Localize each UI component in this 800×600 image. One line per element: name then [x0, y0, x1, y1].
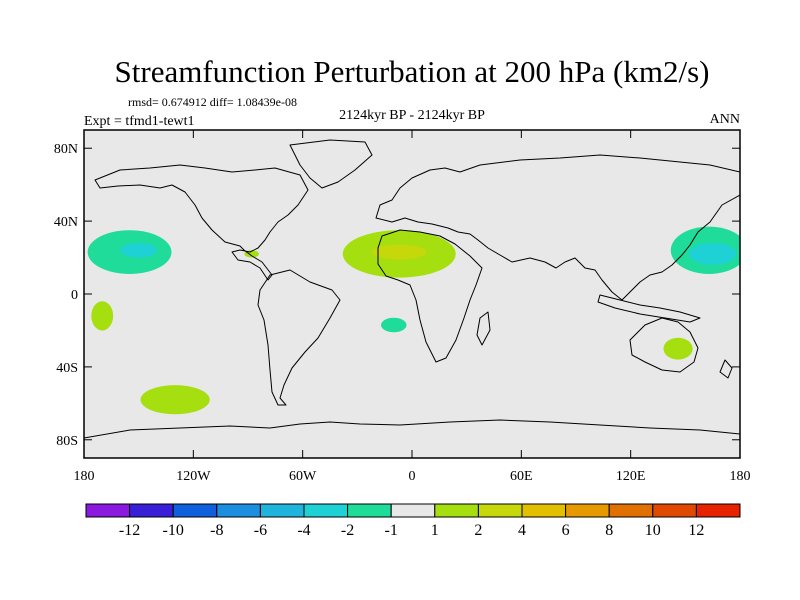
- coast-new-zealand: [719, 359, 733, 379]
- region-south-atlantic-negative: [381, 317, 407, 333]
- x-axis: 180 120W 60W 0 60E 120E 180: [74, 130, 751, 484]
- y-axis: 80N 40N 0 40S 80S: [54, 142, 740, 449]
- colorbar-swatch: [216, 503, 261, 518]
- y-tick-label: 80N: [54, 142, 78, 157]
- coast-north-america: [94, 164, 309, 281]
- y-tick-label: 0: [71, 288, 78, 303]
- region-north-pacific-west-core: [120, 242, 157, 258]
- coast-australia: [629, 317, 699, 373]
- x-tick-label: 120W: [176, 469, 211, 484]
- y-tick-label: 40S: [56, 361, 78, 376]
- y-tick-label: 40N: [54, 215, 78, 230]
- contour-regions: [87, 226, 740, 415]
- colorbar-swatch: [608, 503, 654, 518]
- colorbar-swatch: [521, 503, 567, 518]
- region-north-pacific-east-core: [688, 242, 737, 265]
- colorbar-label: 12: [688, 522, 704, 539]
- coast-eurasia: [375, 154, 740, 301]
- coast-antarctica: [84, 419, 740, 439]
- stats-text: rmsd= 0.674912 diff= 1.08439e-08: [128, 95, 297, 109]
- colorbar-label: 8: [605, 522, 613, 539]
- colorbar-label: -12: [119, 522, 140, 539]
- experiment-label: Expt = tfmd1-tewt1: [84, 114, 195, 129]
- colorbar-swatch: [303, 503, 349, 518]
- colorbar-label: 6: [562, 522, 570, 539]
- colorbar-swatch: [390, 503, 436, 518]
- colorbar-swatch: [434, 503, 479, 518]
- colorbar: -12 -10 -8 -6 -4 -2 -1 1 2 4 6 8 10 12: [85, 503, 741, 539]
- colorbar-swatch: [172, 503, 218, 518]
- x-tick-label: 180: [74, 469, 95, 484]
- season-label: ANN: [710, 112, 740, 127]
- x-tick-label: 0: [409, 469, 416, 484]
- colorbar-swatch: [695, 503, 741, 518]
- colorbar-label: -2: [341, 522, 354, 539]
- colorbar-label: 4: [518, 522, 526, 539]
- y-tick-label: 80S: [56, 434, 78, 449]
- colorbar-label: -6: [254, 522, 267, 539]
- coast-indonesia: [597, 294, 701, 323]
- colorbar-swatch: [129, 503, 174, 518]
- colorbar-label: -8: [210, 522, 223, 539]
- colorbar-label: -1: [385, 522, 398, 539]
- region-south-pacific-tropical-positive: [91, 301, 114, 331]
- x-tick-label: 120E: [616, 469, 646, 484]
- coast-africa: [377, 229, 483, 363]
- chart-title: Streamfunction Perturbation at 200 hPa (…: [115, 54, 710, 89]
- colorbar-swatch: [565, 503, 610, 518]
- colorbar-swatch: [347, 503, 392, 518]
- coast-greenland: [289, 139, 373, 189]
- colorbar-label: 2: [474, 522, 482, 539]
- period-label: 2124kyr BP - 2124kyr BP: [339, 108, 485, 123]
- coast-madagascar: [476, 311, 491, 346]
- colorbar-swatch: [477, 503, 523, 518]
- colorbar-swatch: [85, 503, 131, 518]
- colorbar-swatch: [259, 503, 305, 518]
- colorbar-label: -4: [297, 522, 310, 539]
- colorbar-label: -10: [163, 522, 184, 539]
- x-tick-label: 180: [730, 469, 751, 484]
- x-tick-label: 60E: [510, 469, 533, 484]
- coast-south-america: [257, 269, 341, 406]
- colorbar-label: 1: [431, 522, 439, 539]
- colorbar-label: 10: [645, 522, 661, 539]
- region-southern-ocean-positive: [140, 385, 210, 415]
- colorbar-swatch: [652, 503, 697, 518]
- x-tick-label: 60W: [289, 469, 317, 484]
- coastlines: [84, 139, 740, 439]
- region-north-atlantic-core: [371, 244, 427, 260]
- region-australia-positive: [663, 337, 693, 360]
